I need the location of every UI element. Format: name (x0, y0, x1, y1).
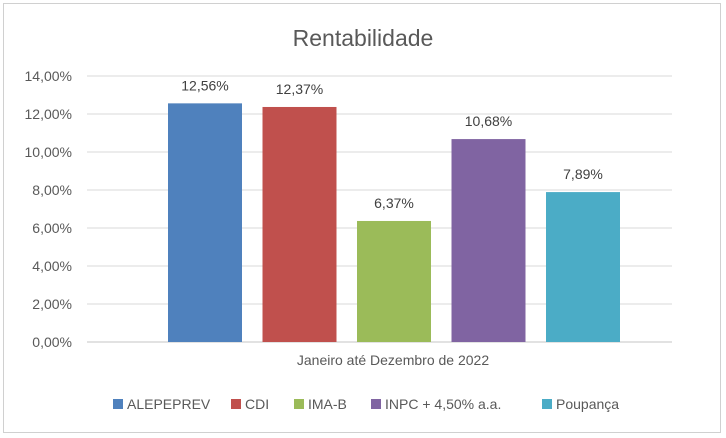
legend-label: Poupança (556, 396, 619, 412)
y-tick-label: 10,00% (25, 144, 72, 160)
legend-item: CDI (231, 396, 269, 412)
y-tick-label: 14,00% (25, 68, 72, 84)
legend-label: INPC + 4,50% a.a. (385, 396, 501, 412)
y-tick-label: 2,00% (32, 296, 72, 312)
legend-swatch (231, 399, 241, 409)
bar-inpc-4-50-a-a (451, 139, 526, 342)
data-label: 7,89% (563, 166, 603, 182)
legend-item: INPC + 4,50% a.a. (371, 396, 501, 412)
data-label: 12,56% (181, 77, 228, 93)
chart-title: Rentabilidade (293, 25, 434, 51)
legend-swatch (294, 399, 304, 409)
legend-item: ALEPEPREV (113, 396, 211, 412)
y-axis-ticks: 0,00% 2,00% 4,00% 6,00% 8,00% 10,00% 12,00% 14,… (25, 68, 72, 350)
legend-label: CDI (245, 396, 269, 412)
y-tick-label: 0,00% (32, 334, 72, 350)
bars (168, 103, 620, 342)
bar-ima-b (357, 220, 431, 342)
bar-alepeprev (168, 103, 242, 342)
legend: ALEPEPREV CDI IMA-B INPC + 4,50% a.a. Poupan… (113, 396, 619, 412)
legend-label: ALEPEPREV (127, 396, 211, 412)
data-label: 12,37% (276, 81, 323, 97)
legend-swatch (371, 399, 381, 409)
y-tick-label: 4,00% (32, 258, 72, 274)
data-label: 6,37% (374, 195, 414, 211)
legend-item: IMA-B (294, 396, 347, 412)
y-tick-label: 12,00% (25, 106, 72, 122)
bar-cdi (262, 106, 337, 342)
x-axis-category-label: Janeiro até Dezembro de 2022 (297, 352, 489, 368)
data-label: 10,68% (465, 113, 512, 129)
legend-swatch (113, 399, 123, 409)
legend-swatch (542, 399, 552, 409)
y-tick-label: 6,00% (32, 220, 72, 236)
legend-label: IMA-B (308, 396, 347, 412)
data-labels: 12,56% 12,37% 6,37% 10,68% 7,89% (181, 77, 603, 211)
y-tick-label: 8,00% (32, 182, 72, 198)
legend-item: Poupança (542, 396, 619, 412)
bar-poupan-a (546, 192, 620, 342)
